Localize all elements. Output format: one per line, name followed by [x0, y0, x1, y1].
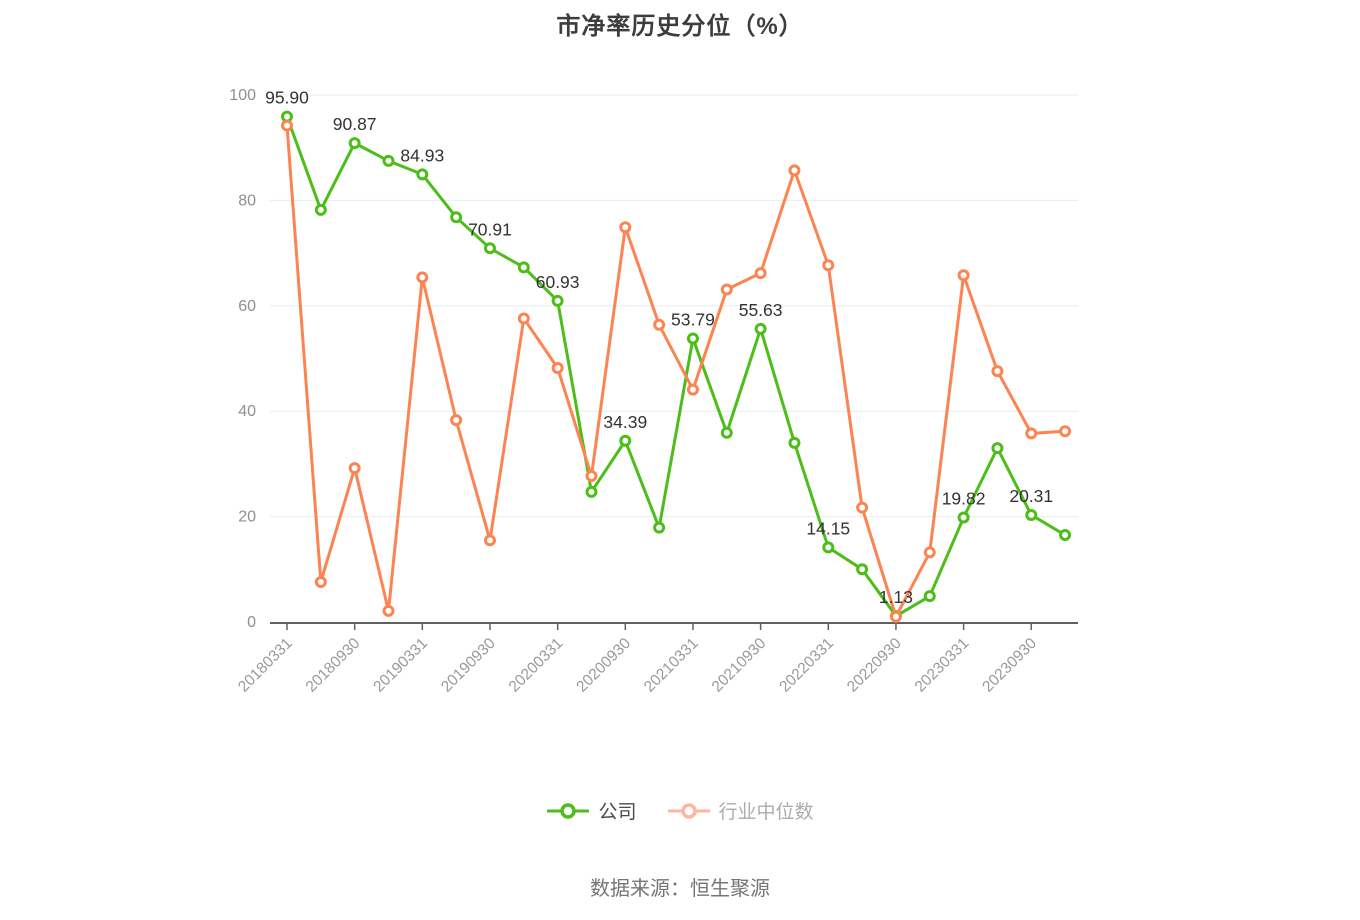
svg-text:20200930: 20200930 — [573, 635, 634, 696]
industry-median-point-marker — [889, 610, 902, 623]
svg-text:0: 0 — [247, 614, 256, 631]
data-source-text: 数据来源：恒生聚源 — [590, 878, 770, 900]
pb-ratio-percentile-chart: 0 20 40 60 80 100 20180331 20180930 20190331 2019… — [229, 87, 1078, 696]
legend-label-company: 公司 — [598, 802, 637, 823]
data-label: 20.31 — [1009, 486, 1053, 506]
industry-median-legend-marker-icon — [667, 802, 710, 819]
data-point-labels: 95.90 90.87 84.93 70.91 60.93 34.39 53.79 55.63… — [265, 88, 1053, 607]
industry-median-point-marker — [619, 221, 632, 234]
y-grid-lines — [270, 94, 1078, 518]
industry-median-point-marker — [416, 271, 429, 284]
svg-text:20210930: 20210930 — [709, 635, 770, 696]
legend-label-industry-median: 行业中位数 — [718, 802, 814, 823]
svg-text:40: 40 — [238, 403, 256, 420]
industry-median-point-marker — [551, 361, 564, 374]
industry-median-point-marker — [483, 534, 496, 547]
industry-median-point-marker — [1025, 427, 1038, 440]
industry-median-series — [281, 119, 1072, 623]
company-point-marker — [653, 521, 666, 534]
industry-median-point-marker — [788, 164, 801, 177]
svg-text:20190331: 20190331 — [370, 635, 431, 696]
company-point-marker — [483, 242, 496, 255]
svg-text:20: 20 — [238, 509, 256, 526]
company-point-marker — [788, 436, 801, 449]
svg-text:20210331: 20210331 — [641, 635, 702, 696]
svg-text:20230930: 20230930 — [979, 635, 1040, 696]
company-point-marker — [1059, 529, 1072, 542]
company-point-marker — [416, 168, 429, 181]
industry-median-point-marker — [653, 318, 666, 331]
y-axis-labels: 0 20 40 60 80 100 — [229, 87, 256, 631]
company-point-marker — [686, 332, 699, 345]
company-point-marker — [450, 211, 463, 224]
industry-median-point-marker — [348, 462, 361, 475]
company-point-marker — [991, 442, 1004, 455]
company-point-marker — [348, 137, 361, 150]
company-point-marker — [720, 426, 733, 439]
svg-text:20200331: 20200331 — [506, 635, 567, 696]
company-point-marker — [551, 294, 564, 307]
industry-median-line — [285, 124, 1067, 619]
company-point-marker — [314, 203, 327, 216]
svg-text:20180331: 20180331 — [235, 635, 296, 696]
company-line — [285, 115, 1067, 618]
svg-text:20190930: 20190930 — [438, 635, 499, 696]
chart-title: 市净率历史分位（%） — [556, 13, 804, 40]
svg-text:20230331: 20230331 — [912, 635, 973, 696]
company-series — [281, 110, 1072, 623]
company-point-marker — [585, 485, 598, 498]
data-label: 95.90 — [265, 88, 309, 108]
company-point-marker — [517, 261, 530, 274]
industry-median-point-marker — [1059, 425, 1072, 438]
svg-text:100: 100 — [229, 87, 256, 104]
company-point-marker — [957, 511, 970, 524]
company-point-marker — [923, 590, 936, 603]
industry-median-point-marker — [923, 546, 936, 559]
company-point-marker — [822, 541, 835, 554]
industry-median-point-marker — [720, 283, 733, 296]
x-axis-ticks — [286, 624, 1033, 630]
data-label: 55.63 — [739, 300, 783, 320]
industry-median-point-marker — [314, 575, 327, 588]
legend-item-industry-median[interactable]: 行业中位数 — [667, 797, 814, 824]
data-label: 84.93 — [400, 145, 444, 165]
industry-median-point-marker — [957, 269, 970, 282]
svg-text:60: 60 — [238, 298, 256, 315]
chart-legend: 公司 行业中位数 — [0, 797, 1360, 824]
data-label: 1.13 — [879, 587, 913, 607]
data-label: 19.82 — [942, 489, 986, 509]
svg-text:20180930: 20180930 — [303, 635, 364, 696]
data-label: 70.91 — [468, 219, 512, 239]
company-point-marker — [856, 563, 869, 576]
industry-median-point-marker — [822, 259, 835, 272]
company-point-marker — [754, 322, 767, 335]
industry-median-point-marker — [585, 470, 598, 483]
industry-median-point-marker — [382, 604, 395, 617]
svg-text:80: 80 — [238, 192, 256, 209]
company-point-marker — [619, 434, 632, 447]
legend-item-company[interactable]: 公司 — [546, 797, 637, 824]
data-label: 90.87 — [333, 114, 377, 134]
industry-median-point-marker — [991, 365, 1004, 378]
data-label: 14.15 — [806, 518, 850, 538]
industry-median-point-marker — [754, 267, 767, 280]
industry-median-point-marker — [450, 414, 463, 427]
industry-median-point-marker — [856, 501, 869, 514]
data-label: 34.39 — [603, 412, 647, 432]
company-point-marker — [382, 154, 395, 167]
industry-median-point-marker — [281, 119, 293, 132]
data-label: 60.93 — [536, 272, 580, 292]
x-axis-labels: 20180331 20180930 20190331 20190930 20200331… — [235, 635, 1040, 696]
industry-median-point-marker — [686, 383, 699, 396]
svg-text:20220331: 20220331 — [776, 635, 837, 696]
company-legend-marker-icon — [547, 802, 590, 819]
industry-median-point-marker — [517, 312, 530, 325]
data-label: 53.79 — [671, 310, 715, 330]
svg-text:20220930: 20220930 — [844, 635, 905, 696]
company-point-marker — [1025, 508, 1038, 521]
